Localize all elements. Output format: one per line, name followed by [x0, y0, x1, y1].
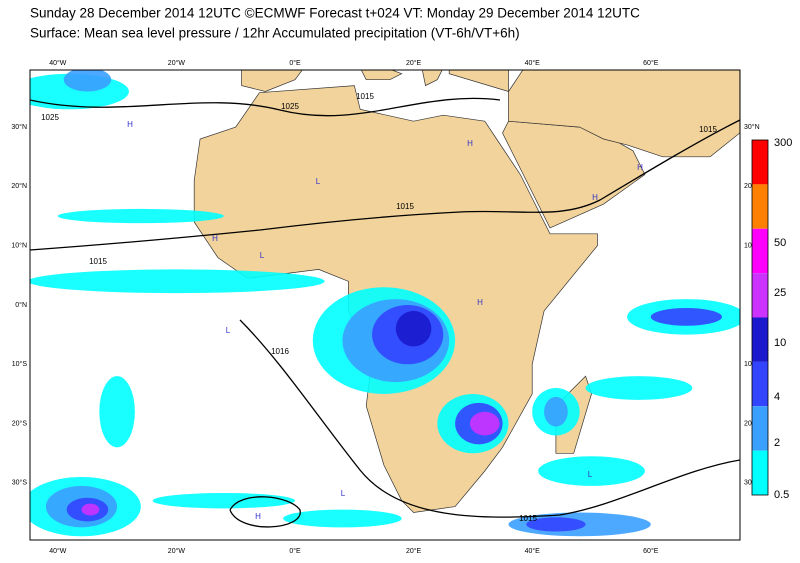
lat-label: 10°N: [11, 242, 27, 250]
colorbar-label: 25: [774, 287, 786, 299]
pressure-center: H: [255, 512, 261, 521]
lon-label: 40°W: [49, 547, 67, 555]
isobar-label: 1015: [396, 202, 414, 211]
map-frame: [29, 69, 741, 541]
lon-label: 0°E: [289, 547, 301, 555]
lon-label: 40°W: [49, 59, 67, 67]
isobar-label: 1015: [356, 92, 374, 101]
precip-area: [63, 70, 112, 92]
precip-area: [395, 310, 432, 347]
isobar: [229, 496, 301, 528]
lat-label: 10: [744, 361, 752, 368]
colorbar-segment: [752, 140, 768, 185]
lat-label: 0°N: [15, 301, 27, 309]
pressure-center: H: [127, 120, 133, 129]
land: [241, 70, 303, 92]
lat-label: 20: [744, 183, 752, 190]
colorbar-label: 0.5: [774, 489, 789, 501]
precip-area: [469, 411, 500, 436]
precip-area: [538, 456, 645, 486]
lon-label: 20°W: [168, 547, 186, 555]
lat-label: 30: [744, 480, 752, 487]
colorbar-label: 300: [774, 137, 792, 149]
pressure-center: L: [316, 177, 321, 186]
precip-area: [57, 208, 224, 224]
land: [421, 70, 443, 87]
pressure-center: L: [226, 326, 231, 335]
lat-label: 10°S: [12, 360, 28, 368]
precip-area: [650, 307, 722, 326]
lat-label: 10: [744, 243, 752, 250]
precip-area: [81, 503, 100, 516]
colorbar-label: 10: [774, 337, 786, 349]
pressure-center: H: [467, 139, 473, 148]
colorbar-segment: [752, 184, 768, 229]
pressure-center: H: [592, 193, 598, 202]
colorbar-segment: [752, 450, 768, 495]
colorbar-label: 50: [774, 237, 786, 249]
colorbar-segment: [752, 228, 768, 274]
precip-area: [99, 376, 135, 448]
lon-label: 40°E: [525, 59, 541, 67]
lat-label: 20°S: [12, 419, 28, 427]
lon-label: 20°W: [168, 59, 186, 67]
precip-area: [544, 396, 568, 427]
pressure-center: L: [341, 489, 346, 498]
lon-label: 20°E: [406, 59, 422, 67]
colorbar-label: 2: [774, 437, 780, 449]
precip-area: [283, 509, 402, 528]
isobar-label: 1025: [281, 102, 299, 111]
lat-label: 30°N: [744, 123, 760, 131]
lon-label: 60°E: [643, 59, 659, 67]
precip-area: [585, 376, 693, 400]
lon-label: 40°E: [525, 547, 541, 555]
lon-label: 20°E: [406, 547, 422, 555]
pressure-center: H: [212, 234, 218, 243]
colorbar-segment: [752, 361, 768, 407]
lon-label: 60°E: [643, 547, 659, 555]
pressure-center: L: [588, 470, 593, 479]
isobar: [30, 97, 501, 117]
land: [360, 70, 403, 81]
lat-label: 20: [744, 420, 752, 427]
lat-label: 30°N: [11, 123, 27, 131]
precip-area: [526, 517, 586, 532]
colorbar-label: 4: [774, 391, 780, 403]
isobar-label: 1025: [41, 113, 59, 122]
precip-area: [152, 492, 295, 509]
colorbar: 300 50 25 10 4 2 0.5: [751, 137, 792, 501]
lon-label: 0°E: [289, 59, 301, 67]
pressure-center: H: [637, 163, 643, 172]
subtitle: Surface: Mean sea level pressure / 12hr …: [30, 26, 520, 41]
pressure-center: L: [260, 251, 265, 260]
isobar: [30, 119, 740, 251]
colorbar-segment: [752, 317, 768, 362]
colorbar-segment: [752, 273, 768, 318]
isobar-label: 1015: [519, 514, 537, 523]
isobar-label: 1016: [271, 347, 289, 356]
land: [508, 70, 740, 158]
pressure-center: H: [477, 298, 483, 307]
map: 1025 1025 1015 1015 1015 1015 1016 1015 H L H L H H L H…: [30, 70, 740, 540]
isobar-label: 1015: [699, 125, 717, 134]
isobar-label: 1015: [89, 257, 107, 266]
title: Sunday 28 December 2014 12UTC ©ECMWF For…: [30, 6, 640, 21]
lat-label: 20°N: [11, 182, 27, 190]
lat-label: 30°S: [12, 479, 28, 487]
colorbar-segment: [752, 406, 768, 451]
colorbar-frame: [751, 139, 769, 496]
precip-area: [30, 269, 325, 294]
isobar: [239, 319, 740, 518]
